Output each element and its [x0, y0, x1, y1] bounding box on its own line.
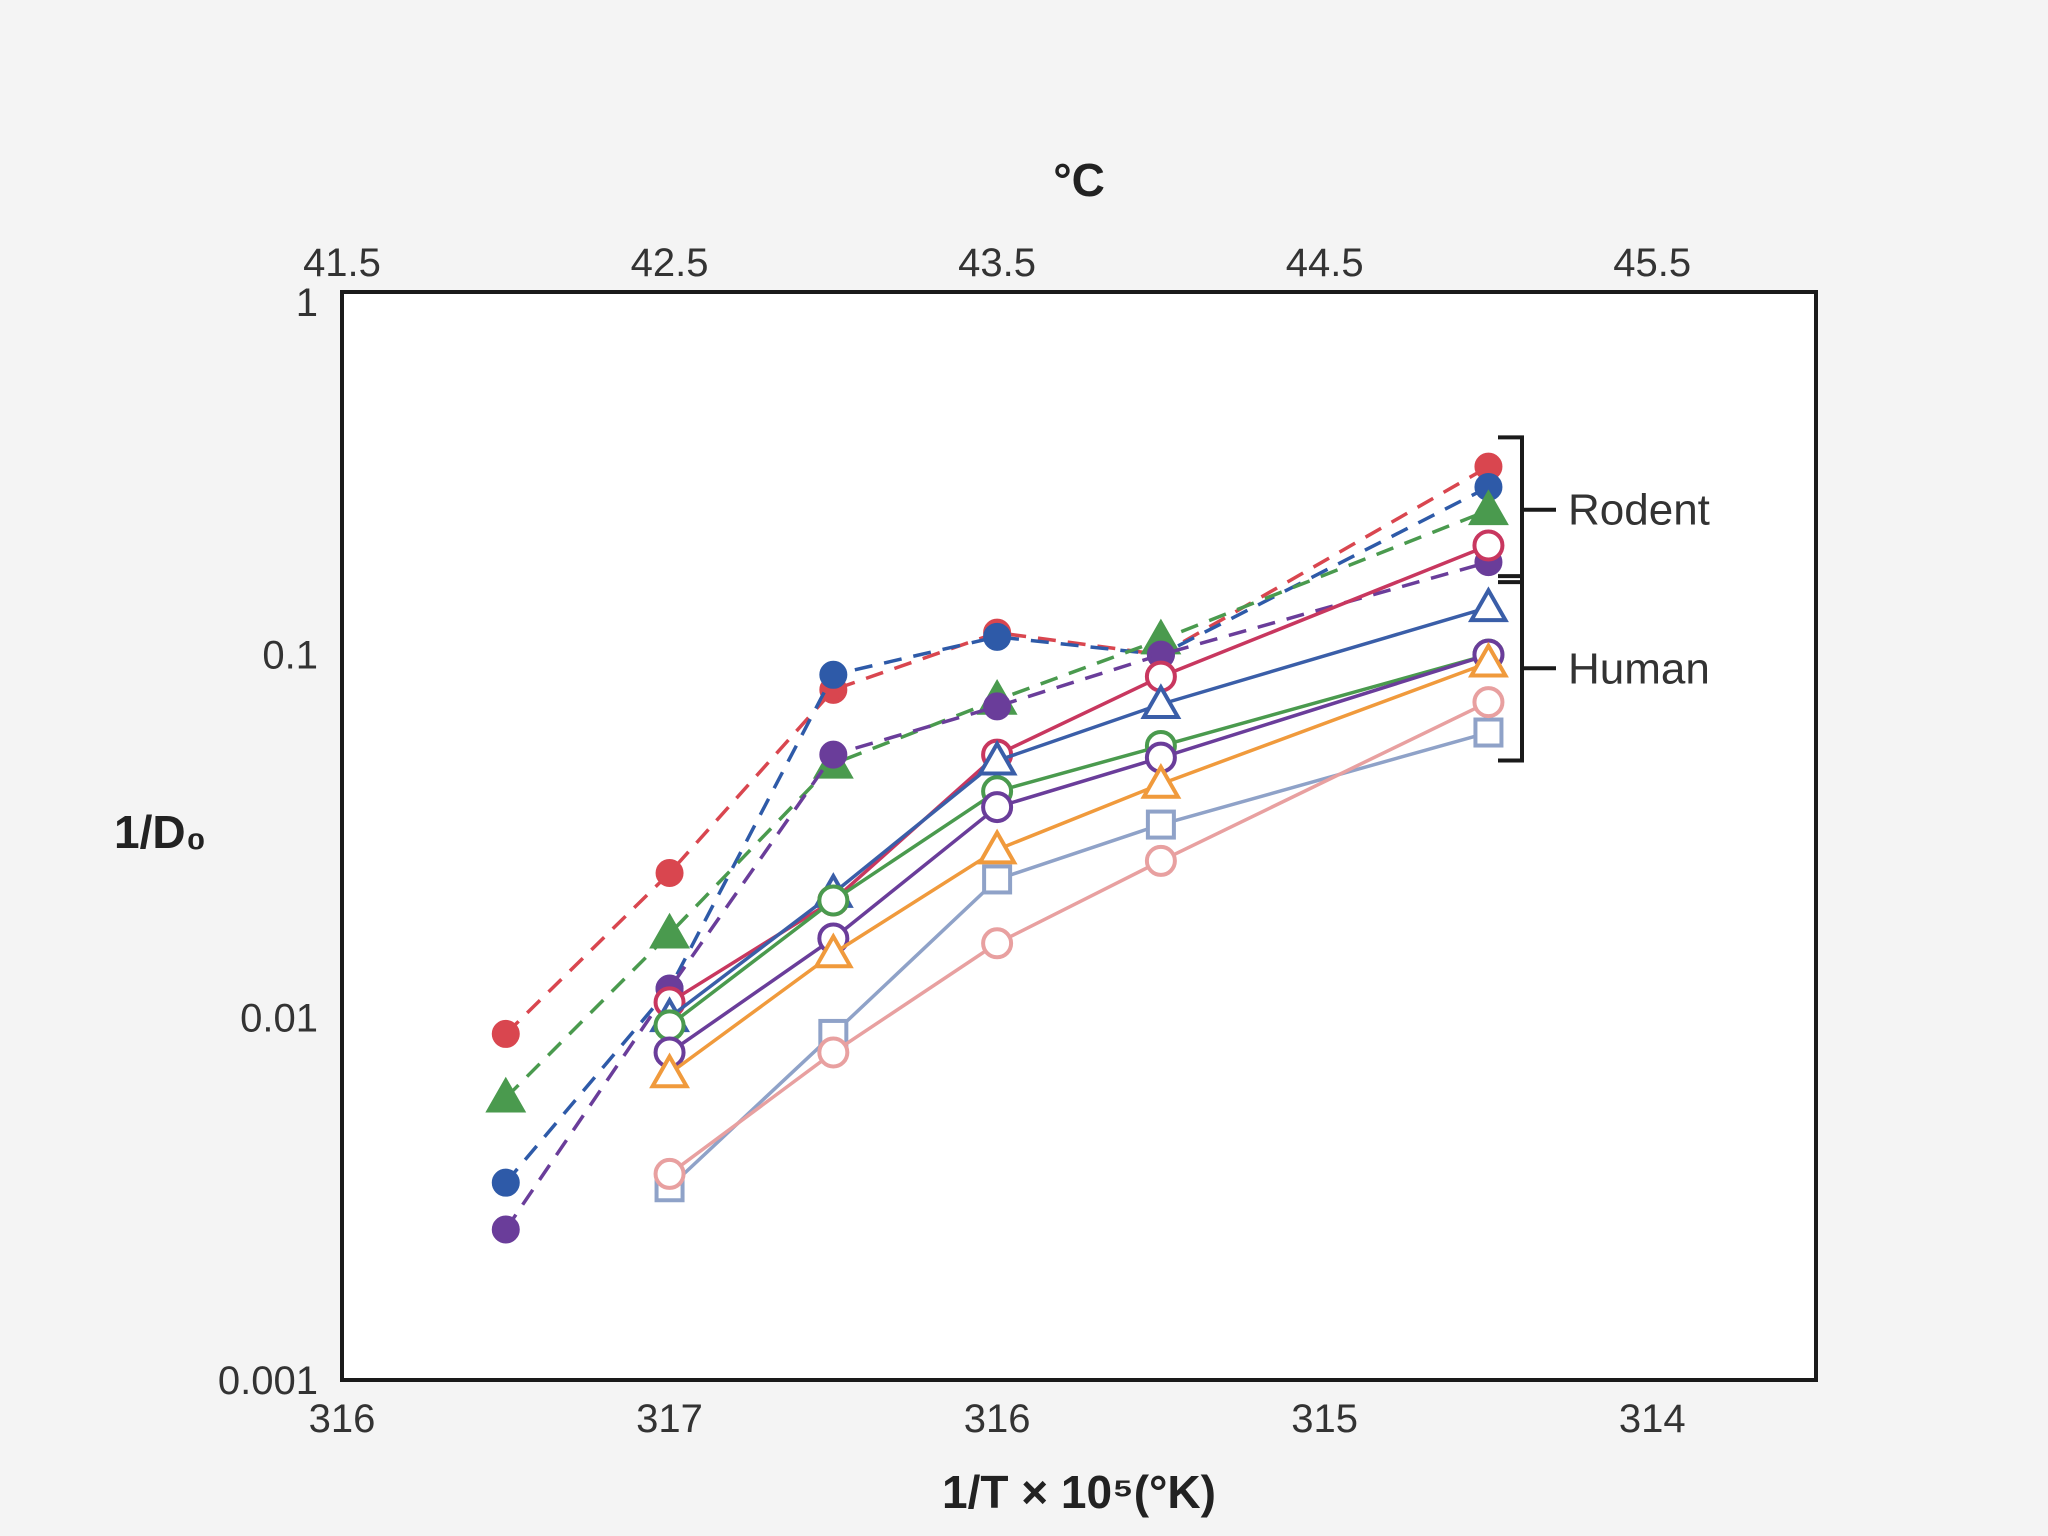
data-point [983, 622, 1012, 651]
data-point [817, 1036, 850, 1069]
data-point [982, 864, 1013, 895]
data-point [1473, 717, 1504, 748]
data-point [1472, 686, 1505, 719]
series-line [504, 560, 1489, 1231]
data-point [491, 1019, 520, 1048]
top-tick-labels: 41.5 42.5 43.5 44.5 45.5 [303, 241, 1691, 285]
data-point [981, 791, 1014, 824]
series-4 [491, 548, 1503, 1244]
series-1 [491, 452, 1503, 1048]
bottom-tick-label: 316 [964, 1397, 1031, 1441]
bottom-tick-label: 315 [1291, 1397, 1358, 1441]
data-point [485, 1076, 527, 1113]
top-tick-label: 42.5 [631, 241, 709, 285]
data-point [1467, 586, 1509, 623]
y-axis-title: 1/D₀ [114, 806, 206, 858]
plot-area [340, 290, 1818, 1382]
data-point [819, 740, 848, 769]
data-point [819, 660, 848, 689]
data-point [491, 1215, 520, 1244]
y-tick-label: 0.01 [240, 996, 318, 1040]
data-point [653, 1009, 686, 1042]
bottom-tick-label: 317 [636, 1397, 703, 1441]
data-point [653, 1157, 686, 1190]
data-point [983, 692, 1012, 721]
top-axis-title: °C [1053, 154, 1105, 206]
data-point [1467, 489, 1509, 526]
data-point [1140, 683, 1182, 719]
series-line [504, 465, 1490, 1036]
series-layer [485, 452, 1509, 1244]
top-tick-label: 43.5 [958, 241, 1036, 285]
group-brackets: Rodent Human [1498, 435, 1710, 763]
series-11 [653, 686, 1505, 1190]
data-point [491, 1168, 520, 1197]
data-point [1140, 762, 1182, 799]
group-label: Human [1568, 644, 1710, 693]
data-point [649, 912, 691, 949]
data-point [1145, 809, 1176, 840]
y-tick-labels: 0.001 0.01 0.1 1 [218, 281, 318, 1403]
data-point [649, 1052, 691, 1089]
data-point [1144, 844, 1177, 877]
top-tick-label: 41.5 [303, 241, 381, 285]
bottom-axis-title: 1/T × 10⁵(°K) [942, 1466, 1216, 1518]
y-tick-label: 1 [296, 281, 318, 325]
bottom-tick-label: 316 [309, 1397, 376, 1441]
data-point [981, 927, 1014, 960]
top-tick-label: 45.5 [1613, 241, 1691, 285]
data-point [812, 932, 854, 969]
data-point [1467, 641, 1509, 678]
bottom-tick-labels: 316 317 316 315 314 [309, 1397, 1686, 1441]
data-point [655, 859, 684, 888]
data-point [817, 884, 850, 917]
bottom-tick-label: 314 [1619, 1397, 1686, 1441]
y-tick-label: 0.1 [262, 634, 318, 678]
data-point [976, 828, 1018, 865]
data-point [1472, 529, 1505, 562]
y-tick-label: 0.001 [218, 1359, 318, 1403]
data-point [976, 739, 1018, 776]
series-9 [649, 641, 1509, 1089]
top-tick-label: 44.5 [1286, 241, 1364, 285]
series-line [504, 485, 1490, 1184]
group-label: Rodent [1568, 486, 1710, 535]
